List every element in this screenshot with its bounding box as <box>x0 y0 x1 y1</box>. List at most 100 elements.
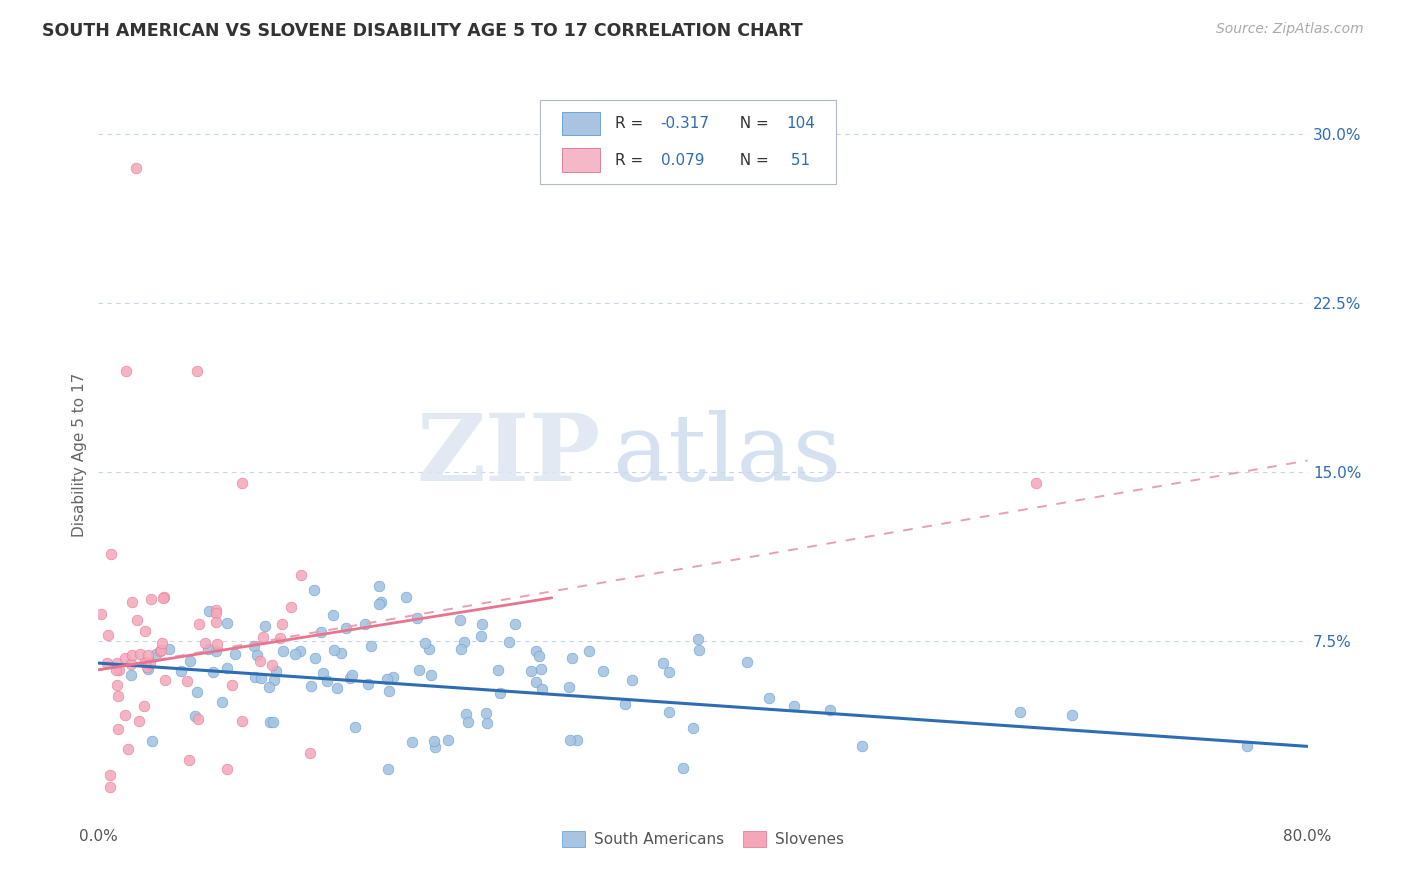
Point <box>108 664 131 678</box>
Point <box>263 673 285 687</box>
Point <box>450 641 472 656</box>
Point <box>470 630 492 644</box>
Point <box>224 647 246 661</box>
Point <box>614 697 637 711</box>
Point <box>157 642 180 657</box>
Point <box>488 663 510 677</box>
Point <box>97 628 120 642</box>
Point <box>105 657 128 671</box>
Point <box>304 583 326 598</box>
Point <box>204 644 226 658</box>
Point <box>105 663 128 677</box>
Point <box>408 663 430 677</box>
Point <box>530 662 553 676</box>
Point <box>262 657 284 672</box>
Point <box>125 613 148 627</box>
Point <box>382 670 405 684</box>
Point <box>304 651 326 665</box>
Point <box>90 607 112 621</box>
Point <box>194 636 217 650</box>
Point <box>686 632 709 647</box>
Point <box>231 714 253 729</box>
Point <box>186 363 208 377</box>
Point <box>150 636 173 650</box>
Point <box>114 363 136 377</box>
Text: ZIP: ZIP <box>416 410 600 500</box>
Point <box>149 643 172 657</box>
Bar <box>561 148 600 172</box>
FancyBboxPatch shape <box>540 100 837 185</box>
Point <box>139 657 162 671</box>
Point <box>129 647 152 661</box>
Text: SOUTH AMERICAN VS SLOVENE DISABILITY AGE 5 TO 17 CORRELATION CHART: SOUTH AMERICAN VS SLOVENE DISABILITY AGE… <box>42 22 803 40</box>
Point <box>252 630 274 644</box>
Point <box>128 714 150 729</box>
Point <box>204 615 226 629</box>
Point <box>330 646 353 660</box>
Point <box>134 624 156 638</box>
Point <box>301 679 323 693</box>
Point <box>98 768 121 782</box>
Point <box>368 597 391 611</box>
Point <box>471 616 494 631</box>
Text: R =: R = <box>614 116 648 131</box>
Text: Source: ZipAtlas.com: Source: ZipAtlas.com <box>1216 22 1364 37</box>
Point <box>96 656 118 670</box>
Point <box>475 716 498 731</box>
Point <box>257 681 280 695</box>
Point <box>758 690 780 705</box>
Point <box>280 600 302 615</box>
Point <box>558 680 581 694</box>
Point <box>105 678 128 692</box>
Text: N =: N = <box>730 116 773 131</box>
Point <box>134 655 156 669</box>
Point <box>107 723 129 737</box>
Point <box>316 673 339 688</box>
Point <box>561 650 583 665</box>
Point <box>299 746 322 760</box>
Point <box>505 616 527 631</box>
Point <box>652 657 675 671</box>
Point <box>134 699 156 714</box>
Point <box>456 707 478 722</box>
Point <box>169 664 191 678</box>
Point <box>139 591 162 606</box>
Point <box>253 619 276 633</box>
Point <box>671 761 693 775</box>
Legend: South Americans, Slovenes: South Americans, Slovenes <box>557 825 849 854</box>
Point <box>449 613 471 627</box>
Point <box>98 780 121 794</box>
Text: 0.079: 0.079 <box>661 153 704 168</box>
Point <box>205 602 228 616</box>
Point <box>378 684 401 698</box>
Point <box>114 650 136 665</box>
Point <box>620 673 643 687</box>
Point <box>1024 476 1046 491</box>
Point <box>357 677 380 691</box>
Point <box>215 616 238 631</box>
Point <box>145 647 167 661</box>
Text: N =: N = <box>730 153 773 168</box>
Point <box>420 668 443 682</box>
Point <box>475 706 498 720</box>
Point <box>326 681 349 695</box>
Point <box>782 699 804 714</box>
Point <box>658 706 681 720</box>
Point <box>270 617 292 632</box>
Point <box>121 648 143 662</box>
Point <box>114 707 136 722</box>
Point <box>215 762 238 776</box>
Point <box>120 657 142 671</box>
Point <box>290 568 312 582</box>
Text: R =: R = <box>614 153 648 168</box>
Point <box>1008 705 1031 719</box>
Point <box>211 695 233 709</box>
Point <box>735 655 758 669</box>
Text: 104: 104 <box>786 116 815 131</box>
Point <box>152 591 174 606</box>
Point <box>217 661 239 675</box>
Point <box>360 639 382 653</box>
Point <box>311 665 333 680</box>
Point <box>246 648 269 662</box>
Point <box>243 670 266 684</box>
